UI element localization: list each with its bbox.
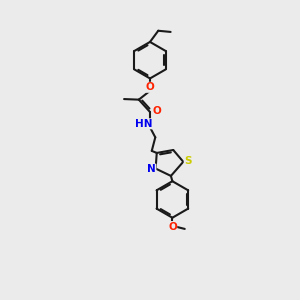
Text: HN: HN — [135, 119, 153, 129]
Text: O: O — [146, 82, 154, 92]
Text: O: O — [152, 106, 161, 116]
Text: O: O — [168, 222, 177, 232]
Text: N: N — [147, 164, 156, 174]
Text: S: S — [184, 156, 192, 166]
